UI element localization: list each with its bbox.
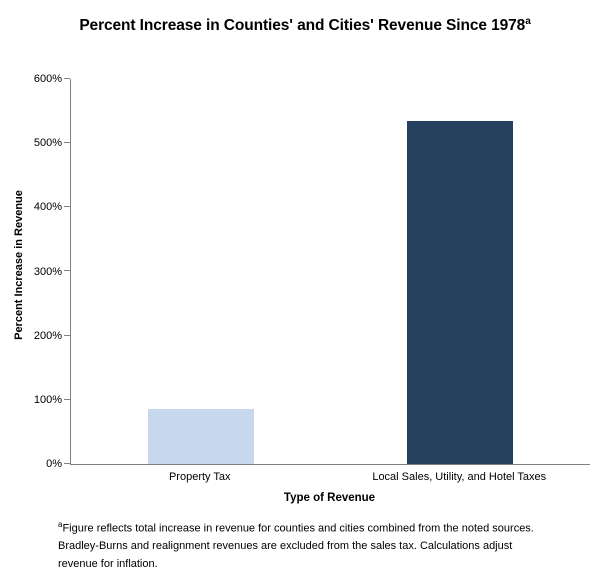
plot-area <box>64 78 590 465</box>
chart-title-text: Percent Increase in Counties' and Cities… <box>79 17 526 35</box>
bar-local-sales-utility-and-hotel-taxes <box>407 121 513 464</box>
y-axis-labels: 0% 100% 200% 300% 400% 500% 600% <box>0 73 62 470</box>
y-axis-tick <box>64 78 70 79</box>
footnote-line-text: Figure reflects total increase in revenu… <box>62 522 534 535</box>
x-axis-labels: Property Tax Local Sales, Utility, and Ho… <box>70 471 589 486</box>
y-axis-title: Percent Increase in Revenue <box>13 190 25 340</box>
chart-title: Percent Increase in Counties' and Cities… <box>0 16 610 35</box>
footnote: aFigure reflects total increase in reven… <box>58 516 606 573</box>
y-axis-tick <box>64 399 70 400</box>
footnote-line: Bradley-Burns and realignment revenues a… <box>58 540 513 553</box>
footnote-marker: a <box>58 520 63 529</box>
bar-property-tax <box>148 409 254 464</box>
y-tick-label: 100% <box>33 393 62 406</box>
x-axis-title: Type of Revenue <box>283 492 376 504</box>
y-tick-label: 300% <box>33 265 62 278</box>
y-tick-label: 200% <box>33 329 62 342</box>
y-tick-label: 500% <box>33 137 62 150</box>
y-tick-label: 400% <box>33 201 62 214</box>
y-axis-tick <box>64 335 70 336</box>
y-tick-label: 0% <box>46 458 62 470</box>
y-tick-label: 600% <box>33 73 62 85</box>
chart-title-superscript: a <box>525 16 531 27</box>
footnote-line: aFigure reflects total increase in reven… <box>58 516 606 538</box>
y-axis-tick <box>64 270 70 271</box>
y-axis-tick <box>64 142 70 143</box>
x-category-label: Property Tax <box>168 471 231 483</box>
footnote-line: revenue for inflation. <box>58 557 158 570</box>
x-category-label: Local Sales, Utility, and Hotel Taxes <box>372 471 547 483</box>
y-axis-tick <box>64 206 70 207</box>
y-axis-tick <box>64 463 70 464</box>
